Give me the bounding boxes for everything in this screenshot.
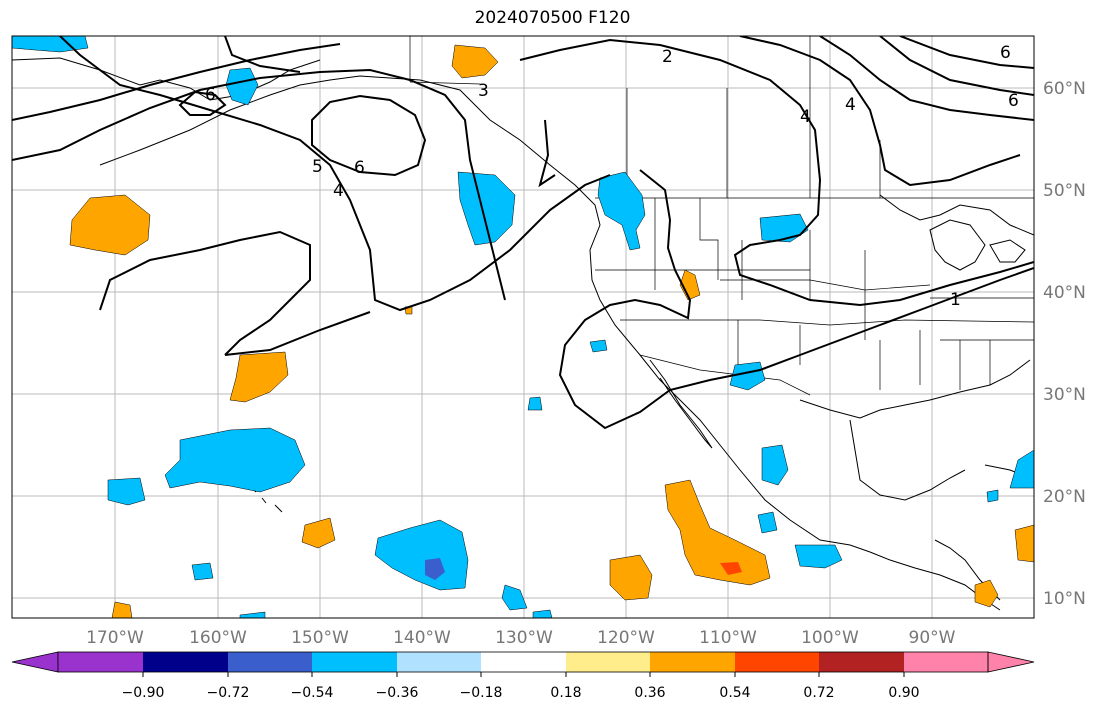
lon-label: 100°W bbox=[801, 628, 859, 648]
colorbar-tick-label: 0.72 bbox=[803, 685, 834, 701]
colorbar-tick-label: −0.18 bbox=[460, 685, 503, 701]
colorbar-tick-label: 0.18 bbox=[550, 685, 581, 701]
lon-label: 140°W bbox=[393, 628, 451, 648]
negative-anomaly-shading bbox=[12, 36, 1034, 618]
longitude-labels: 170°W 160°W 150°W 140°W 130°W 120°W 110°… bbox=[86, 628, 956, 648]
contour-label: 4 bbox=[800, 107, 811, 127]
colorbar-segment bbox=[904, 652, 988, 672]
graticule bbox=[12, 36, 1034, 618]
map-title: 2024070500 F120 bbox=[474, 8, 631, 28]
lat-label: 30°N bbox=[1043, 385, 1086, 405]
lon-label: 90°W bbox=[909, 628, 956, 648]
colorbar-tick-labels: −0.90 −0.72 −0.54 −0.36 −0.18 0.18 0.36 … bbox=[122, 685, 920, 701]
political-borders bbox=[409, 36, 1034, 396]
contour-label: 1 bbox=[950, 290, 961, 310]
lon-label: 110°W bbox=[699, 628, 757, 648]
colorbar-segment bbox=[397, 652, 481, 672]
lon-label: 120°W bbox=[597, 628, 655, 648]
colorbar-segment bbox=[143, 652, 228, 672]
contour-label-group: 2 3 4 5 6 6 4 6 1 4 6 bbox=[205, 43, 1019, 310]
colorbar-tick-label: −0.54 bbox=[291, 685, 334, 701]
lon-label: 160°W bbox=[189, 628, 247, 648]
colorbar-segment bbox=[735, 652, 819, 672]
colorbar-tick-label: 0.36 bbox=[634, 685, 665, 701]
contour-label: 4 bbox=[333, 181, 344, 201]
lon-label: 170°W bbox=[86, 628, 144, 648]
strong-anomaly-shading bbox=[425, 558, 742, 580]
lat-label: 10°N bbox=[1043, 589, 1086, 609]
colorbar-tick-label: 0.90 bbox=[888, 685, 919, 701]
positive-anomaly-shading bbox=[69, 44, 1034, 618]
colorbar-segment bbox=[58, 652, 143, 672]
contour-label: 4 bbox=[845, 95, 856, 115]
colorbar-segment bbox=[650, 652, 735, 672]
colorbar-tick-label: −0.90 bbox=[122, 685, 165, 701]
colorbar-tick-label: −0.36 bbox=[376, 685, 419, 701]
colorbar-segment bbox=[819, 652, 904, 672]
contour-label: 6 bbox=[354, 158, 365, 178]
colorbar-segment bbox=[228, 652, 312, 672]
colorbar-extend-high bbox=[987, 651, 1035, 673]
lon-label: 150°W bbox=[291, 628, 349, 648]
colorbar-outline bbox=[57, 651, 989, 673]
colorbar-extend-low bbox=[11, 651, 59, 673]
map-frame-bg bbox=[12, 36, 1034, 618]
contour-label: 6 bbox=[1000, 43, 1011, 63]
lat-label: 50°N bbox=[1043, 181, 1086, 201]
latitude-labels: 60°N 50°N 40°N 30°N 20°N 10°N bbox=[1043, 79, 1086, 609]
lat-label: 20°N bbox=[1043, 487, 1086, 507]
contour-label: 6 bbox=[205, 85, 216, 105]
lat-label: 40°N bbox=[1043, 283, 1086, 303]
map-frame bbox=[11, 35, 1035, 619]
colorbar-segment bbox=[481, 652, 566, 672]
colorbar bbox=[11, 651, 1035, 677]
colorbar-segment bbox=[312, 652, 397, 672]
contour-label: 3 bbox=[478, 81, 489, 101]
contour-label: 5 bbox=[312, 157, 323, 177]
contour-label: 6 bbox=[1008, 91, 1019, 111]
colorbar-tick-label: 0.54 bbox=[719, 685, 750, 701]
contour-lines bbox=[12, 36, 1034, 430]
lat-label: 60°N bbox=[1043, 79, 1086, 99]
colorbar-segment bbox=[566, 652, 650, 672]
lon-label: 130°W bbox=[495, 628, 553, 648]
contour-label: 2 bbox=[662, 47, 673, 67]
colorbar-tick-label: −0.72 bbox=[207, 685, 250, 701]
